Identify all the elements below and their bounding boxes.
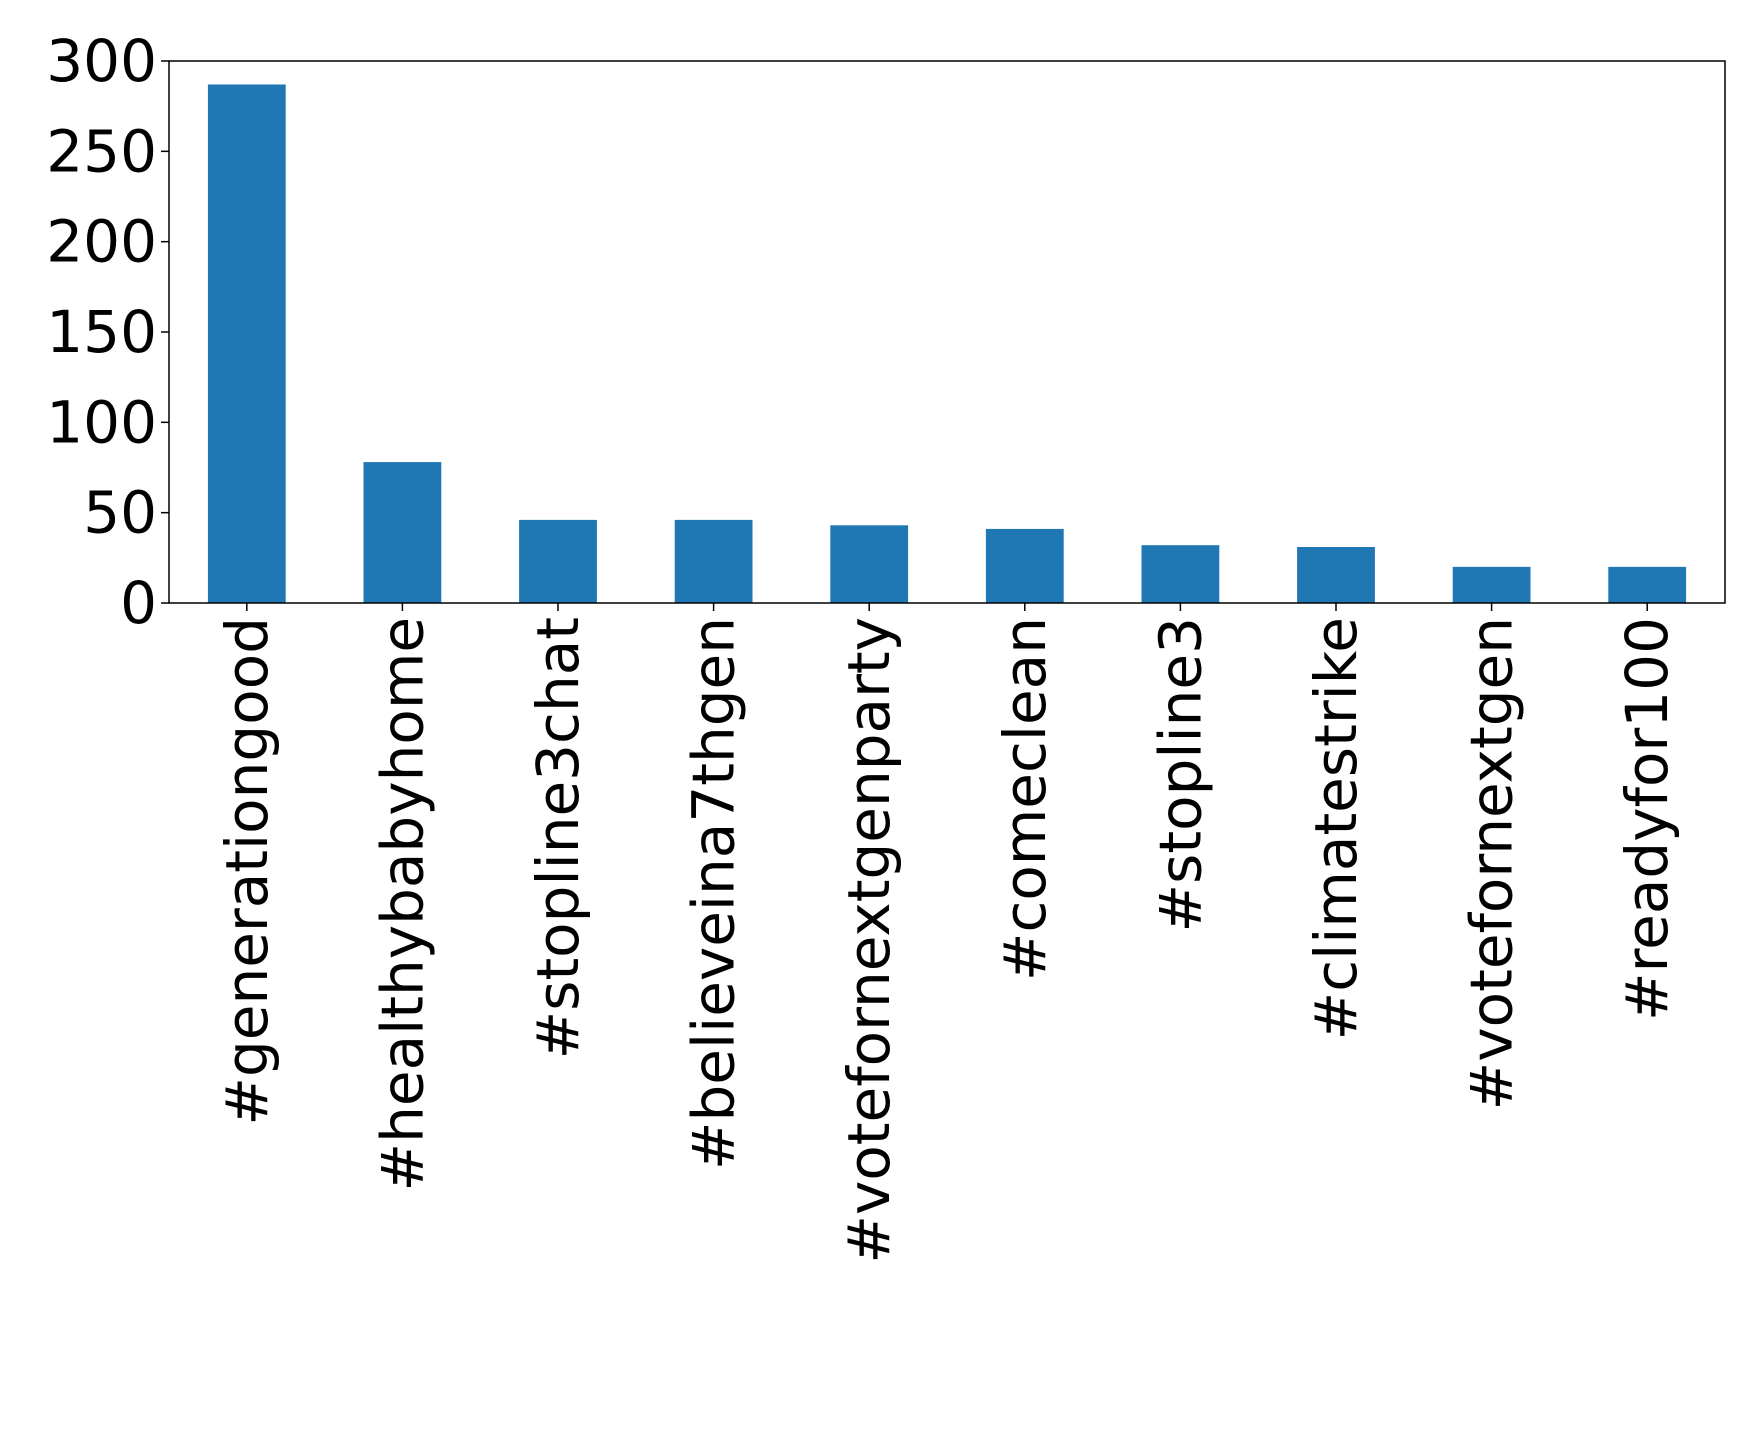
bar-stopline3 — [1141, 545, 1220, 603]
x-axis-ticks: #generationgood #healthybabyhome #stopline… — [213, 603, 1681, 1264]
bar-readyfor100 — [1608, 566, 1687, 603]
bar-generationgood — [207, 84, 286, 603]
bar-climatestrike — [1297, 546, 1375, 603]
x-tick-label: #generationgood — [213, 617, 281, 1126]
y-tick-label: 150 — [46, 298, 157, 366]
y-tick-label: 250 — [46, 117, 157, 185]
bar-stopline3chat — [519, 519, 597, 603]
x-tick-label: #stopline3chat — [524, 617, 592, 1059]
x-tick-label: #votefornextgenparty — [835, 617, 903, 1264]
bar-votefornextgenparty — [830, 525, 909, 603]
bar-votefornextgen — [1452, 566, 1531, 603]
y-tick-label: 0 — [120, 569, 157, 637]
y-tick-label: 200 — [46, 208, 157, 276]
x-tick-label: #stopline3 — [1146, 617, 1214, 932]
x-tick-label: #healthybabyhome — [368, 617, 436, 1191]
x-tick-label: #comeclean — [991, 617, 1059, 981]
plot-frame — [168, 60, 1726, 604]
x-tick-label: #readyfor100 — [1613, 617, 1681, 1021]
x-tick-label: #climatestrike — [1302, 617, 1370, 1040]
x-tick-label: #votefornextgen — [1458, 617, 1526, 1110]
bar-believeina7thgen — [674, 519, 753, 603]
y-tick-label: 100 — [46, 388, 157, 456]
x-tick-label: #believeina7thgen — [680, 617, 748, 1170]
y-tick-label: 50 — [83, 479, 157, 547]
bar-comeclean — [985, 528, 1064, 603]
y-tick-label: 300 — [46, 27, 157, 95]
y-axis-ticks: 0 50 100 150 200 250 300 — [46, 27, 169, 637]
bar-healthybabyhome — [363, 462, 442, 603]
bars-layer — [207, 84, 1687, 603]
